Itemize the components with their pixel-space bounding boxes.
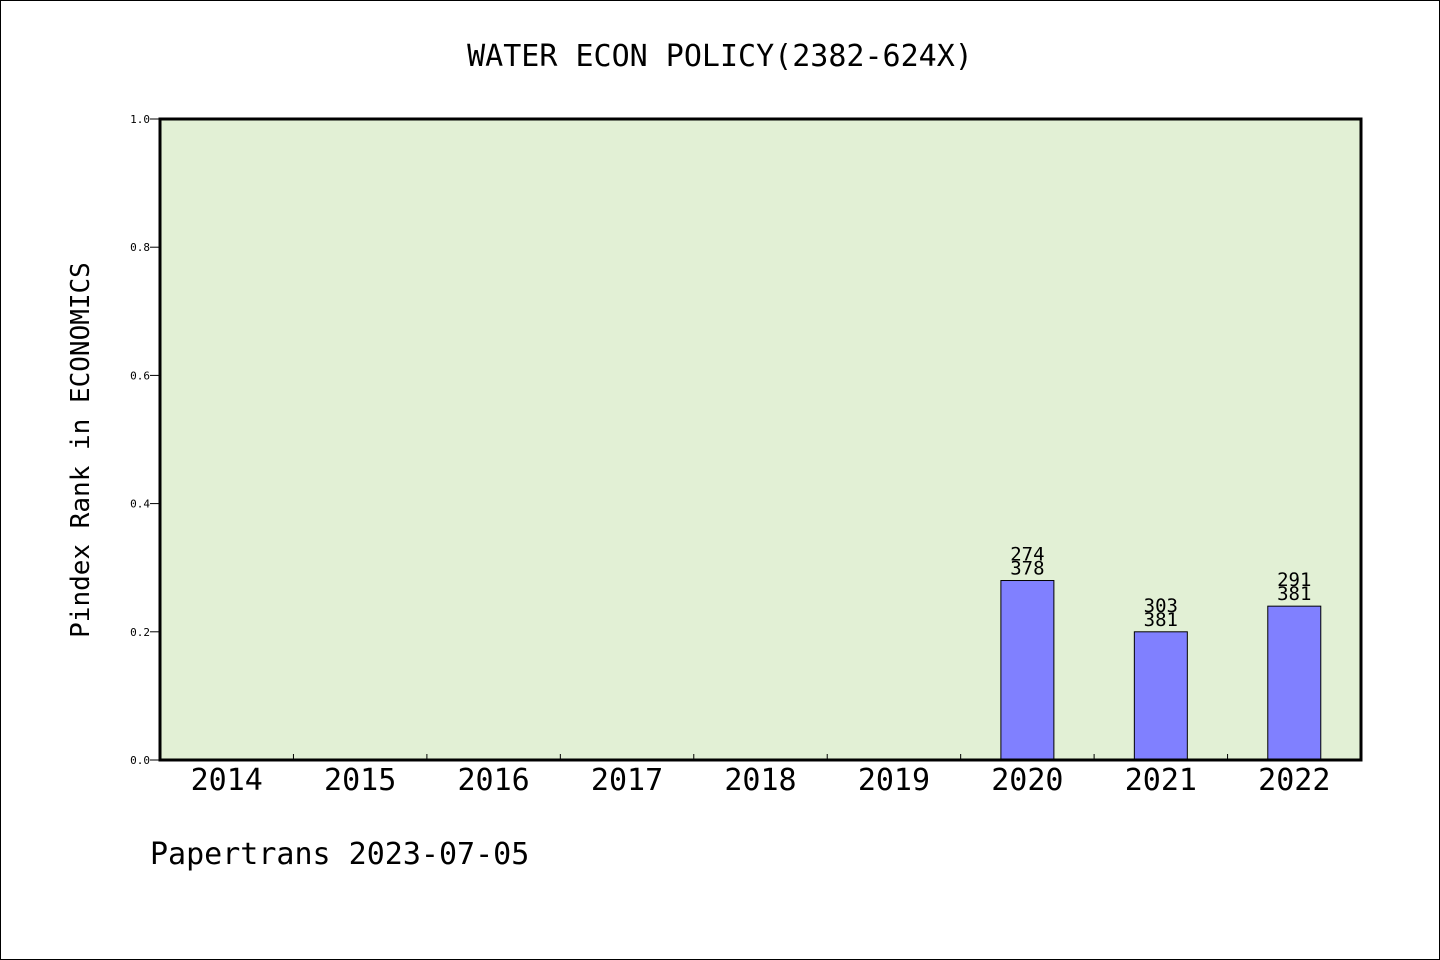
bar-label-rank: 274 xyxy=(1010,544,1044,566)
bar-label-total: 381 xyxy=(1277,583,1311,605)
bar-label-rank: 303 xyxy=(1144,595,1178,617)
y-tick-label: 0.8 xyxy=(130,241,150,254)
x-tick-label: 2020 xyxy=(991,763,1063,798)
x-tick-label: 2022 xyxy=(1258,763,1330,798)
y-tick-label: 0.0 xyxy=(130,754,150,767)
y-axis-ticks: 0.0 0.2 0.4 0.6 0.8 1.0 xyxy=(130,113,160,767)
plot-border xyxy=(158,117,1363,762)
bar-label-total: 378 xyxy=(1010,558,1044,580)
y-tick-label: 0.2 xyxy=(130,626,150,639)
y-tick-label: 0.4 xyxy=(130,498,150,511)
chart-title: WATER ECON POLICY(2382-624X) xyxy=(467,39,973,74)
y-tick-label: 1.0 xyxy=(130,113,150,126)
footer-credit: Papertrans 2023-07-05 xyxy=(150,837,529,872)
y-axis-label: Pindex Rank in ECONOMICS xyxy=(66,262,96,638)
x-tick-label: 2019 xyxy=(858,763,930,798)
bar-group xyxy=(1000,580,1322,761)
bar-label-rank: 291 xyxy=(1277,569,1311,591)
x-axis-ticks: 2014 2015 2016 2017 2018 2019 2020 2021 2022 xyxy=(191,754,1330,798)
bar xyxy=(1000,580,1055,761)
x-tick-label: 2014 xyxy=(191,763,263,798)
x-tick-label: 2021 xyxy=(1125,763,1197,798)
x-tick-label: 2016 xyxy=(457,763,529,798)
bar xyxy=(1267,605,1322,761)
x-tick-label: 2015 xyxy=(324,763,396,798)
x-tick-label: 2017 xyxy=(591,763,663,798)
bar xyxy=(1133,631,1188,761)
y-tick-label: 0.6 xyxy=(130,369,150,382)
x-tick-label: 2018 xyxy=(724,763,796,798)
bar-label-total: 381 xyxy=(1144,609,1178,631)
